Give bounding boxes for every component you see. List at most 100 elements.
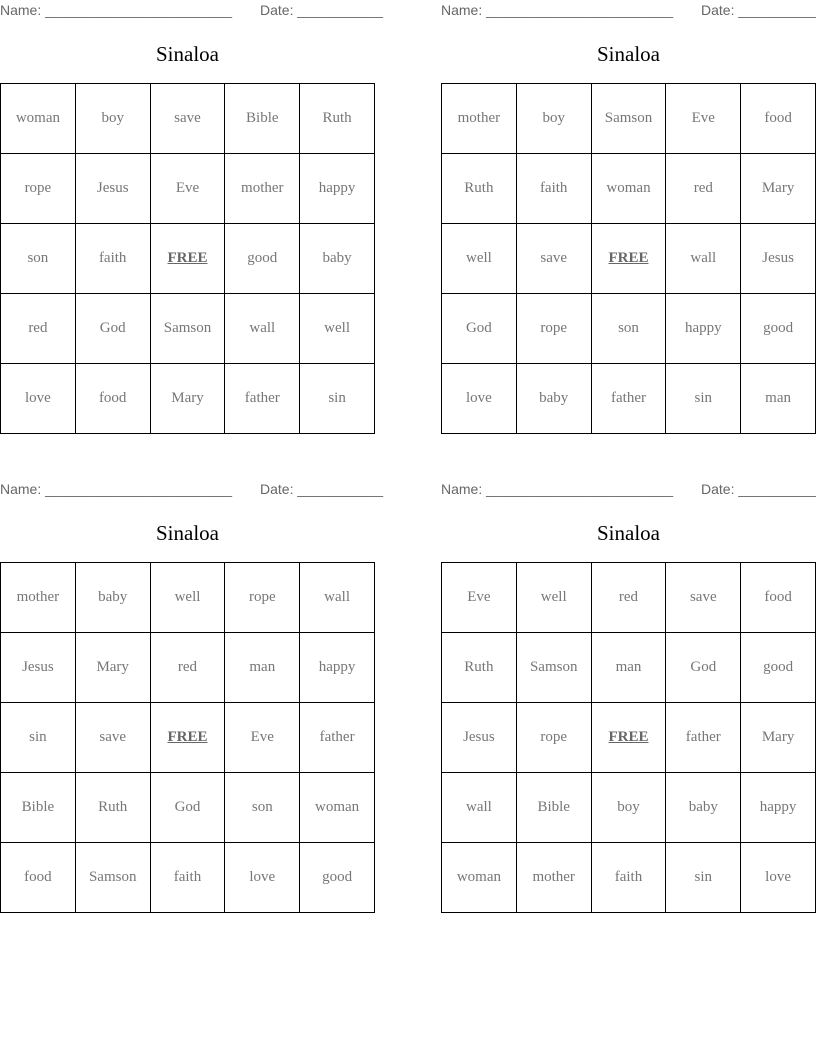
grid-cell: food (0, 842, 76, 913)
grid-cell: red (665, 153, 742, 224)
grid-cell: boy (590, 772, 667, 843)
grid-cell: mother (0, 562, 76, 633)
grid-cell: boy (515, 83, 592, 154)
date-field: Date: ___________ (260, 481, 383, 497)
grid-cell: faith (515, 153, 592, 224)
grid-cell: Eve (665, 83, 742, 154)
grid-cell: love (441, 363, 517, 434)
bingo-grid: Eve well red save food Ruth Samson man God good Je… (441, 562, 816, 913)
grid-cell: save (665, 562, 742, 633)
grid-cell: rope (224, 562, 301, 633)
grid-cell: good (740, 632, 816, 703)
grid-cell: good (224, 223, 301, 294)
grid-cell: mother (224, 153, 301, 224)
grid-cell: Ruth (441, 632, 517, 703)
bingo-card: Name: ________________________ Date: ___… (0, 479, 383, 913)
name-field: Name: ________________________ (0, 481, 232, 497)
grid-cell: son (590, 293, 667, 364)
free-cell: FREE (149, 702, 226, 773)
grid-cell: sin (0, 702, 76, 773)
grid-cell: baby (74, 562, 151, 633)
grid-cell: happy (299, 632, 375, 703)
grid-cell: faith (74, 223, 151, 294)
grid-row: Bible Ruth God son woman (0, 772, 375, 843)
grid-cell: wall (441, 772, 517, 843)
grid-row: rope Jesus Eve mother happy (0, 153, 375, 224)
grid-cell: good (740, 293, 816, 364)
free-cell: FREE (149, 223, 226, 294)
card-title: Sinaloa (597, 521, 660, 545)
grid-row: mother baby well rope wall (0, 562, 375, 633)
grid-cell: man (590, 632, 667, 703)
grid-row: Eve well red save food (441, 562, 816, 633)
grid-cell: save (149, 83, 226, 154)
grid-row: woman boy save Bible Ruth (0, 83, 375, 154)
bingo-card: Name: ________________________ Date: ___… (0, 0, 383, 434)
date-field: Date: ___________ (260, 2, 383, 18)
grid-cell: woman (299, 772, 375, 843)
grid-cell: baby (299, 223, 375, 294)
grid-cell: Jesus (0, 632, 76, 703)
grid-cell: God (441, 293, 517, 364)
grid-cell: save (74, 702, 151, 773)
card-title: Sinaloa (597, 42, 660, 66)
grid-cell: sin (665, 363, 742, 434)
grid-cell: love (0, 363, 76, 434)
grid-cell: love (740, 842, 816, 913)
grid-cell: man (224, 632, 301, 703)
grid-cell: Bible (0, 772, 76, 843)
grid-cell: food (74, 363, 151, 434)
bingo-card: Name: ________________________ Date: ___… (441, 0, 816, 434)
grid-cell: wall (299, 562, 375, 633)
grid-cell: Mary (740, 153, 816, 224)
grid-cell: love (224, 842, 301, 913)
name-field: Name: ________________________ (0, 2, 232, 18)
grid-cell: Mary (74, 632, 151, 703)
grid-cell: well (515, 562, 592, 633)
grid-cell: Samson (515, 632, 592, 703)
grid-cell: Eve (441, 562, 517, 633)
grid-cell: father (224, 363, 301, 434)
grid-row: woman mother faith sin love (441, 842, 816, 913)
grid-row: son faith FREE good baby (0, 223, 375, 294)
grid-row: sin save FREE Eve father (0, 702, 375, 773)
grid-cell: Samson (149, 293, 226, 364)
grid-cell: father (590, 363, 667, 434)
grid-cell: Mary (149, 363, 226, 434)
free-cell: FREE (590, 223, 667, 294)
grid-cell: red (0, 293, 76, 364)
grid-cell: Ruth (441, 153, 517, 224)
card-title: Sinaloa (156, 42, 219, 66)
grid-cell: food (740, 83, 816, 154)
grid-row: food Samson faith love good (0, 842, 375, 913)
grid-row: Ruth Samson man God good (441, 632, 816, 703)
grid-cell: rope (515, 702, 592, 773)
grid-cell: baby (515, 363, 592, 434)
grid-row: Jesus rope FREE father Mary (441, 702, 816, 773)
date-field: Date: ___________ (701, 481, 816, 497)
grid-cell: happy (665, 293, 742, 364)
grid-row: wall Bible boy baby happy (441, 772, 816, 843)
grid-cell: Jesus (740, 223, 816, 294)
grid-cell: mother (515, 842, 592, 913)
grid-cell: happy (299, 153, 375, 224)
grid-cell: wall (224, 293, 301, 364)
name-field: Name: ________________________ (441, 2, 673, 18)
grid-cell: Ruth (74, 772, 151, 843)
grid-cell: God (665, 632, 742, 703)
grid-cell: sin (299, 363, 375, 434)
grid-cell: woman (441, 842, 517, 913)
name-field: Name: ________________________ (441, 481, 673, 497)
grid-cell: happy (740, 772, 816, 843)
grid-cell: Bible (515, 772, 592, 843)
grid-row: mother boy Samson Eve food (441, 83, 816, 154)
grid-cell: red (149, 632, 226, 703)
grid-cell: well (149, 562, 226, 633)
grid-cell: God (74, 293, 151, 364)
grid-cell: well (299, 293, 375, 364)
grid-cell: Eve (224, 702, 301, 773)
free-cell: FREE (590, 702, 667, 773)
grid-row: love food Mary father sin (0, 363, 375, 434)
grid-cell: Jesus (74, 153, 151, 224)
grid-row: Jesus Mary red man happy (0, 632, 375, 703)
